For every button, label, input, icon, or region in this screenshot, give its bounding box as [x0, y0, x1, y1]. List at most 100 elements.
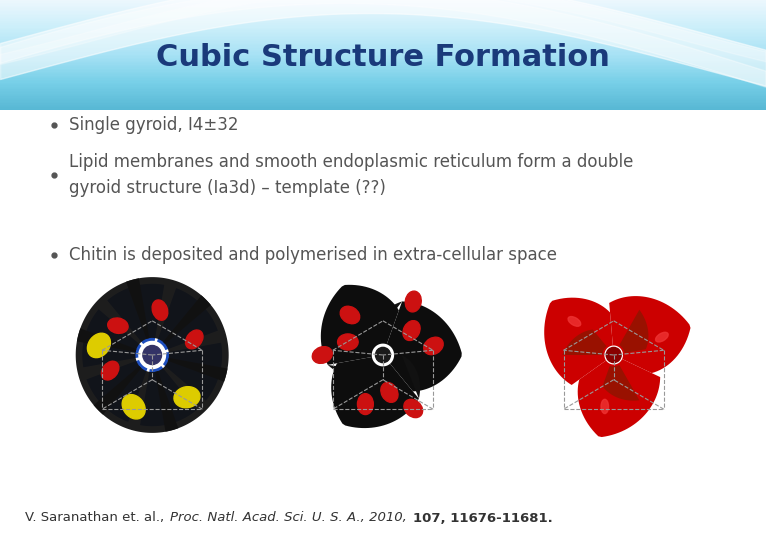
Bar [0, 36, 766, 38]
Polygon shape [321, 285, 399, 365]
Bar [0, 58, 766, 60]
Bar [0, 99, 766, 102]
Bar [0, 21, 766, 23]
Bar [0, 106, 766, 109]
Bar [0, 80, 766, 83]
Bar [0, 104, 766, 106]
Ellipse shape [87, 333, 111, 357]
Bar [0, 107, 766, 110]
Bar [0, 84, 766, 86]
Polygon shape [94, 366, 179, 433]
Circle shape [143, 346, 161, 365]
Polygon shape [619, 310, 648, 353]
Ellipse shape [424, 337, 443, 355]
Bar [0, 72, 766, 74]
Circle shape [606, 347, 621, 362]
Bar [0, 95, 766, 98]
Bar [0, 79, 766, 81]
Bar [0, 92, 766, 95]
Polygon shape [609, 296, 690, 373]
Bar [0, 68, 766, 70]
Bar [0, 76, 766, 78]
Bar [0, 71, 766, 73]
Bar [0, 35, 766, 37]
Bar [0, 82, 766, 84]
Bar [0, 0, 766, 2]
Bar [0, 89, 766, 91]
Bar [0, 22, 766, 25]
Bar [0, 42, 766, 44]
Bar [0, 7, 766, 10]
Polygon shape [140, 366, 197, 426]
Ellipse shape [404, 400, 423, 417]
Text: Proc. Natl. Acad. Sci. U. S. A., 2010,: Proc. Natl. Acad. Sci. U. S. A., 2010, [170, 511, 411, 524]
Polygon shape [77, 278, 149, 352]
Bar [0, 4, 766, 7]
Bar [0, 11, 766, 14]
Ellipse shape [403, 321, 420, 341]
Circle shape [375, 347, 391, 362]
Bar [0, 49, 766, 51]
Bar [0, 86, 766, 88]
Bar [0, 105, 766, 107]
Polygon shape [107, 284, 165, 344]
Bar [0, 28, 766, 30]
Bar [0, 97, 766, 99]
Bar [0, 19, 766, 22]
Bar [0, 16, 766, 18]
Bar [0, 98, 766, 100]
Ellipse shape [152, 300, 168, 320]
Bar [0, 47, 766, 50]
Bar [0, 56, 766, 58]
Bar [0, 91, 766, 93]
Polygon shape [82, 309, 141, 367]
Bar [0, 43, 766, 45]
Ellipse shape [101, 361, 119, 380]
Bar [0, 83, 766, 85]
Polygon shape [602, 365, 640, 401]
Bar [0, 66, 766, 69]
Bar [0, 73, 766, 76]
Polygon shape [578, 359, 660, 437]
Bar [0, 87, 766, 90]
Bar [0, 26, 766, 29]
Ellipse shape [186, 330, 203, 349]
Polygon shape [562, 329, 607, 355]
Ellipse shape [174, 387, 200, 408]
Bar [0, 94, 766, 96]
Bar [0, 65, 766, 68]
Ellipse shape [406, 291, 421, 312]
Bar [0, 17, 766, 19]
Bar [0, 69, 766, 71]
Bar [0, 64, 766, 66]
Ellipse shape [568, 316, 581, 326]
Bar [0, 24, 766, 26]
Bar [0, 37, 766, 40]
Bar [0, 44, 766, 47]
Bar [0, 52, 766, 55]
Polygon shape [87, 360, 147, 422]
Ellipse shape [357, 394, 374, 415]
Bar [0, 25, 766, 28]
Bar [0, 18, 766, 21]
Ellipse shape [122, 395, 145, 419]
Bar [0, 101, 766, 103]
Polygon shape [155, 358, 228, 431]
Bar [0, 13, 766, 15]
Bar [0, 46, 766, 48]
Text: Chitin is deposited and polymerised in extra-cellular space: Chitin is deposited and polymerised in e… [69, 246, 557, 264]
Text: 107, 11676-11681.: 107, 11676-11681. [413, 511, 553, 524]
Polygon shape [387, 301, 462, 392]
Bar [0, 54, 766, 56]
Bar [0, 10, 766, 12]
Text: Lipid membranes and smooth endoplasmic reticulum form a double
gyroid structure : Lipid membranes and smooth endoplasmic r… [69, 153, 633, 197]
Bar [0, 32, 766, 35]
Polygon shape [126, 277, 211, 344]
Bar [0, 75, 766, 77]
Ellipse shape [601, 400, 608, 414]
Polygon shape [402, 355, 420, 399]
Bar [0, 50, 766, 52]
Bar [0, 39, 766, 41]
Bar [0, 77, 766, 80]
Text: Cubic Structure Formation: Cubic Structure Formation [156, 44, 610, 72]
